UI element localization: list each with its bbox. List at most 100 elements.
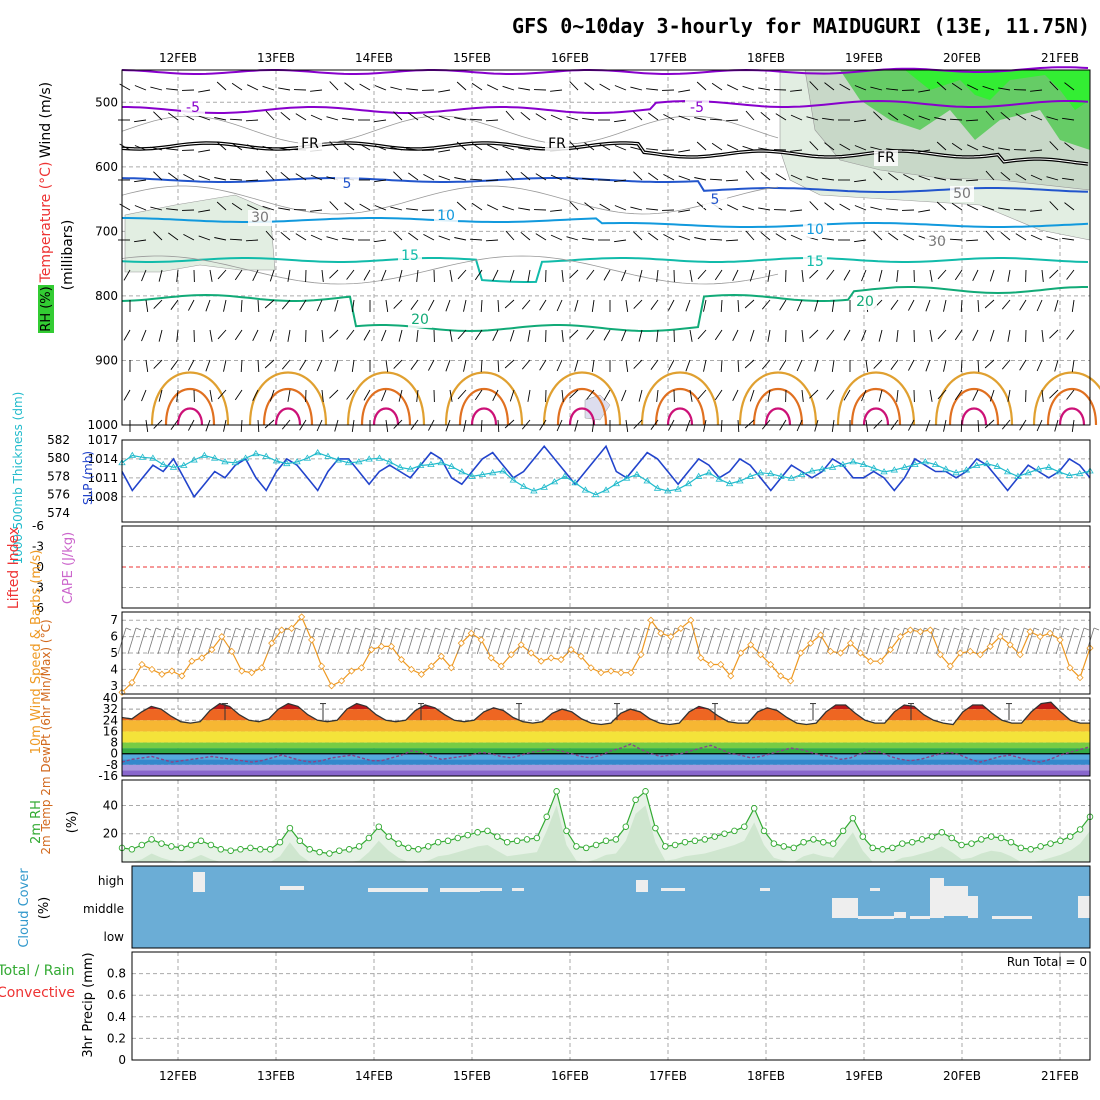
wind-barb xyxy=(839,83,851,91)
wind-barb xyxy=(217,329,227,340)
thickness-point xyxy=(694,472,703,479)
cloud-block xyxy=(440,888,480,892)
wind10m-barb xyxy=(157,627,167,655)
wind10m-barb xyxy=(515,627,521,631)
temp-color-band xyxy=(122,709,1090,721)
wind10m-barb xyxy=(864,627,870,631)
wind-barb xyxy=(998,87,1011,91)
rh2m-point xyxy=(592,841,600,849)
wind10m-barb xyxy=(586,627,596,655)
wind-barb xyxy=(985,230,995,241)
upper-y-tick: 900 xyxy=(95,353,118,367)
cloud-frame xyxy=(131,865,1091,949)
wind-barb xyxy=(1054,419,1059,432)
wind-barb xyxy=(918,115,931,121)
wind10m-point xyxy=(797,649,805,657)
wind10m-point xyxy=(1046,629,1054,637)
wind-barb xyxy=(278,87,291,91)
wind-barb xyxy=(497,359,500,373)
wind-barb xyxy=(896,329,899,342)
dewpt-line xyxy=(121,743,1091,763)
wind10m-point xyxy=(747,641,755,649)
wind-barb xyxy=(720,419,723,433)
wind-barb xyxy=(1000,171,1011,181)
thickness-point xyxy=(138,453,147,460)
wind-barb xyxy=(943,359,947,372)
wind-barb xyxy=(873,111,883,121)
wind-barb xyxy=(281,359,291,370)
wind10m-point xyxy=(158,670,166,678)
wind-barb xyxy=(561,389,564,402)
temp-frame xyxy=(121,697,1091,777)
wind10m-point xyxy=(238,667,246,675)
wind-barb xyxy=(252,329,259,341)
wind-barb xyxy=(566,236,579,241)
rh-contour xyxy=(121,255,779,285)
wind-barb xyxy=(550,89,563,92)
wind-barb xyxy=(1054,359,1059,372)
rh2m-point xyxy=(1027,846,1034,853)
temp-color-band xyxy=(122,720,1090,732)
wind10m-barb xyxy=(574,627,581,631)
thickness-point xyxy=(334,456,342,463)
wind-barb xyxy=(229,118,243,121)
wind-barb xyxy=(937,389,947,400)
wind-barb xyxy=(646,148,659,151)
contour-label: 30 xyxy=(928,234,946,250)
wind-barb xyxy=(1015,173,1027,181)
wind10m-point xyxy=(657,629,665,637)
cloud-block xyxy=(894,912,906,918)
wind-barb xyxy=(929,329,933,342)
contour-label: 10 xyxy=(806,222,824,238)
thickness-point xyxy=(324,452,332,459)
wind10m-barb xyxy=(596,627,606,655)
wind-barb xyxy=(359,203,371,211)
wind-barb xyxy=(166,88,179,91)
wind10m-point xyxy=(397,655,405,664)
wind10m-point xyxy=(707,660,715,669)
wind10m-barb xyxy=(994,627,1000,631)
date-label-top: 17FEB xyxy=(649,51,687,65)
wind-barb xyxy=(153,419,163,429)
wind-barb xyxy=(646,208,659,211)
wind-barb xyxy=(890,299,899,310)
temp-tick: 24 xyxy=(103,713,118,727)
wind10m-barb xyxy=(227,627,237,655)
wind-barb xyxy=(925,419,931,432)
cloud-block xyxy=(944,886,958,916)
wind-barb xyxy=(861,389,867,402)
wind-barb xyxy=(977,419,980,433)
surface-temperature-contour xyxy=(164,387,216,426)
wind-barb xyxy=(269,269,275,282)
wind10m-barb xyxy=(495,627,501,631)
wind-barb xyxy=(586,329,595,340)
temp-color-band xyxy=(122,731,1090,743)
wind-barb xyxy=(582,117,595,121)
thickness-series-line xyxy=(121,452,1091,496)
wind-barb xyxy=(714,269,723,281)
temp-tick: 16 xyxy=(103,724,118,738)
cloud-block xyxy=(280,886,304,890)
wind-barb xyxy=(977,359,980,373)
wind-barb xyxy=(1062,237,1075,241)
wind-barb xyxy=(520,231,531,241)
wind10m-barb xyxy=(407,627,416,655)
rh2m-point xyxy=(296,837,304,845)
date-label-bottom: 19FEB xyxy=(845,1069,883,1083)
wind10m-point xyxy=(527,649,535,657)
rh2m-point xyxy=(326,850,333,857)
wind-barb xyxy=(696,141,707,151)
wind-barb xyxy=(621,269,627,282)
wind-barb xyxy=(1036,299,1043,312)
wind-barb xyxy=(374,85,387,91)
rh-contour xyxy=(121,115,779,145)
upper-y-tick: 500 xyxy=(95,95,118,109)
wind-barb xyxy=(393,419,403,429)
thickness-point xyxy=(221,458,229,465)
wind-barb xyxy=(703,419,707,432)
rh2m-point xyxy=(484,827,491,835)
wind-barb xyxy=(806,176,819,181)
wind-barb xyxy=(809,141,819,151)
wind-barb xyxy=(918,89,931,93)
wind-barb xyxy=(408,232,419,241)
